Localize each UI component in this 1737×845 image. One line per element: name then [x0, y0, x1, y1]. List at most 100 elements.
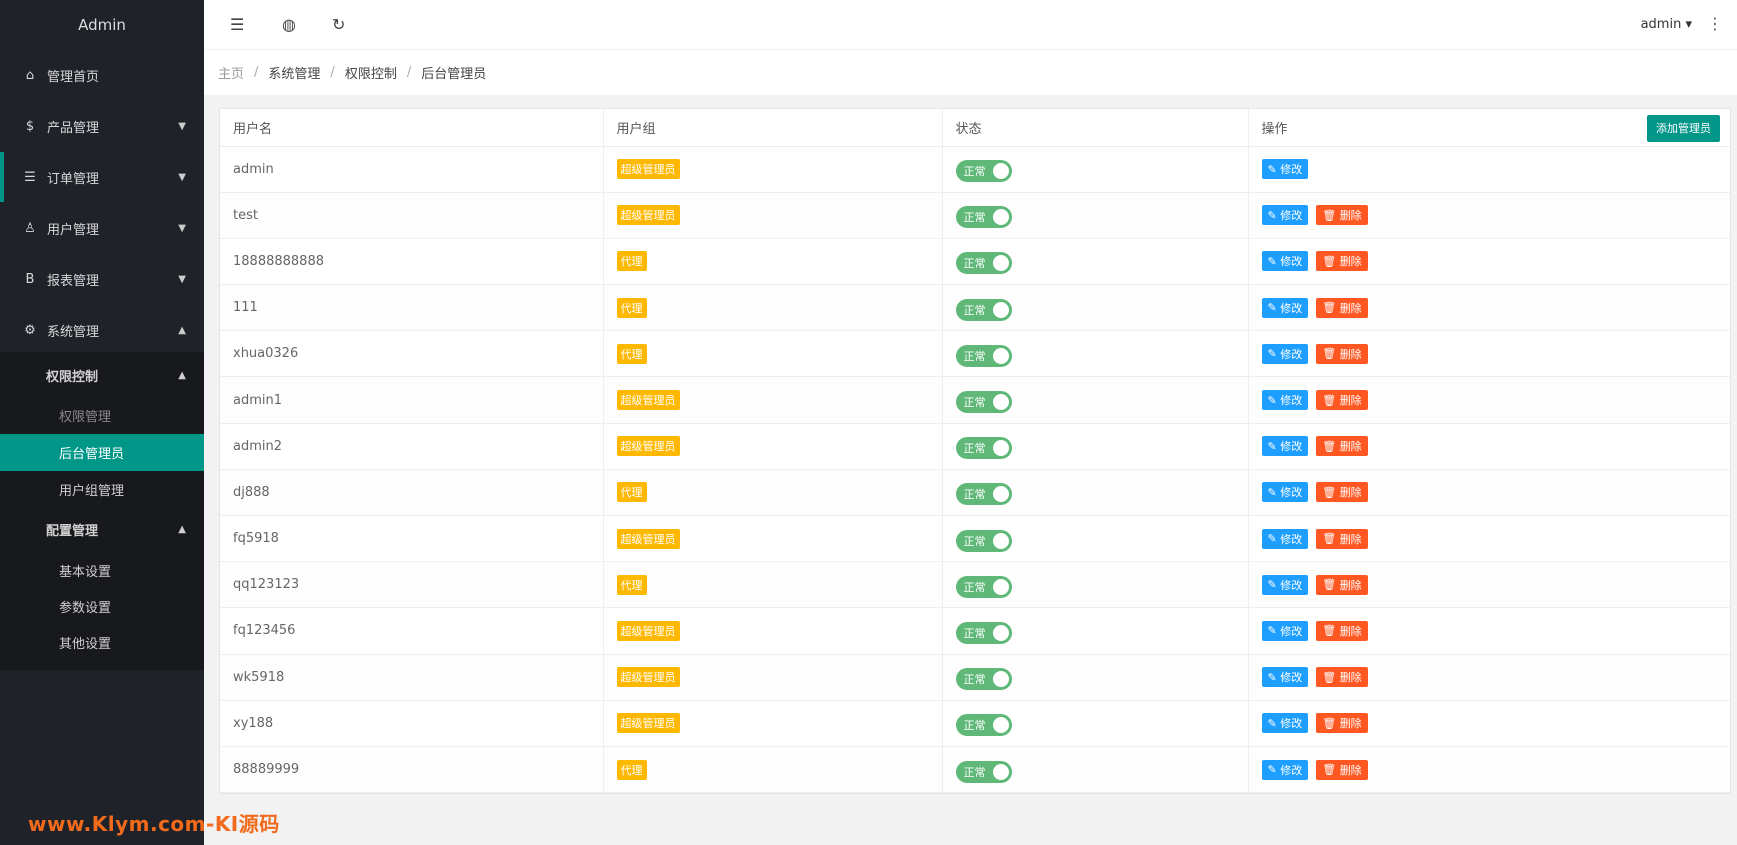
- group-badge: 代理: [616, 759, 647, 780]
- status-label: 正常: [963, 442, 986, 456]
- delete-button[interactable]: 🗑 删除: [1316, 343, 1368, 364]
- label: 配置管理: [46, 524, 99, 539]
- edit-button[interactable]: ✎ 修改: [1261, 343, 1309, 364]
- sidebar-item-basic-settings[interactable]: 基本设置: [59, 565, 112, 580]
- edit-button[interactable]: ✎ 修改: [1261, 667, 1309, 688]
- breadcrumb-home[interactable]: 主页: [218, 67, 245, 82]
- breadcrumb-system[interactable]: 系统管理: [268, 67, 321, 82]
- sidebar-item-admins[interactable]: 后台管理员: [0, 434, 204, 471]
- sidebar-item-config[interactable]: 配置管理 ▲: [0, 511, 204, 548]
- status-label: 正常: [963, 488, 986, 502]
- status-toggle[interactable]: 正常: [955, 206, 1012, 229]
- sidebar-item-3[interactable]: ♙ 用户管理 ▼: [0, 203, 204, 253]
- delete-button[interactable]: 🗑 删除: [1316, 759, 1368, 780]
- sidebar-item-0[interactable]: ⌂ 管理首页: [0, 50, 204, 100]
- sidebar-item-permission-control[interactable]: 权限控制 ▲: [0, 357, 204, 394]
- delete-button[interactable]: 🗑 删除: [1316, 528, 1368, 549]
- breadcrumb-permission[interactable]: 权限控制: [344, 67, 397, 82]
- sidebar-item-other-settings[interactable]: 其他设置: [59, 637, 112, 652]
- user-menu[interactable]: admin ▾: [1641, 17, 1692, 32]
- sidebar-item-usergroups[interactable]: 用户组管理: [59, 484, 125, 499]
- toggle-knob: [992, 163, 1009, 180]
- status-toggle[interactable]: 正常: [955, 252, 1012, 275]
- sidebar-item-1[interactable]: $ 产品管理 ▼: [0, 101, 204, 151]
- label: 修改: [1280, 671, 1303, 685]
- group-cell: 超级管理员: [603, 607, 943, 655]
- status-cell: 正常: [942, 238, 1249, 286]
- edit-button[interactable]: ✎ 修改: [1261, 436, 1309, 457]
- edit-button[interactable]: ✎ 修改: [1261, 713, 1309, 734]
- status-toggle[interactable]: 正常: [955, 391, 1012, 414]
- edit-button[interactable]: ✎ 修改: [1261, 482, 1309, 503]
- status-toggle[interactable]: 正常: [955, 160, 1012, 183]
- status-label: 正常: [963, 719, 986, 733]
- label: 修改: [1280, 394, 1303, 408]
- status-cell: 正常: [942, 561, 1249, 609]
- actions-cell: ✎ 修改 🗑 删除: [1248, 607, 1730, 655]
- edit-button[interactable]: ✎ 修改: [1261, 528, 1309, 549]
- status-toggle[interactable]: 正常: [955, 714, 1012, 737]
- delete-button[interactable]: 🗑 删除: [1316, 713, 1368, 734]
- status-toggle[interactable]: 正常: [955, 483, 1012, 506]
- edit-button[interactable]: ✎ 修改: [1261, 159, 1309, 180]
- actions-cell: ✎ 修改 🗑 删除: [1248, 238, 1730, 286]
- status-toggle[interactable]: 正常: [955, 298, 1012, 321]
- edit-button[interactable]: ✎ 修改: [1261, 620, 1309, 641]
- group-badge: 超级管理员: [616, 620, 680, 641]
- status-cell: 正常: [942, 515, 1249, 563]
- delete-button[interactable]: 🗑 删除: [1316, 482, 1368, 503]
- status-label: 正常: [963, 765, 986, 779]
- status-toggle[interactable]: 正常: [955, 529, 1012, 552]
- status-label: 正常: [963, 580, 986, 594]
- group-cell: 超级管理员: [603, 423, 943, 470]
- delete-button[interactable]: 🗑 删除: [1316, 297, 1368, 318]
- b-icon: B: [25, 271, 35, 287]
- delete-button[interactable]: 🗑 删除: [1316, 390, 1368, 411]
- label: 修改: [1280, 163, 1303, 177]
- add-admin-button[interactable]: 添加管理员: [1647, 115, 1720, 142]
- sidebar-item-label: 系统管理: [47, 324, 100, 340]
- status-toggle[interactable]: 正常: [955, 668, 1012, 691]
- trash-icon: 🗑: [1322, 254, 1340, 268]
- gear-icon: ⚙: [24, 322, 36, 338]
- sidebar-item-param-settings[interactable]: 参数设置: [59, 601, 112, 616]
- edit-button[interactable]: ✎ 修改: [1261, 574, 1309, 595]
- status-toggle[interactable]: 正常: [955, 437, 1012, 460]
- trash-icon: 🗑: [1322, 347, 1340, 361]
- status-toggle[interactable]: 正常: [955, 760, 1012, 783]
- delete-button[interactable]: 🗑 删除: [1316, 436, 1368, 457]
- status-toggle[interactable]: 正常: [955, 621, 1012, 644]
- status-toggle[interactable]: 正常: [955, 575, 1012, 598]
- more-icon[interactable]: ⋮: [1707, 14, 1723, 33]
- username-cell: admin1: [220, 376, 604, 424]
- group-badge: 代理: [616, 482, 647, 503]
- delete-button[interactable]: 🗑 删除: [1316, 251, 1368, 272]
- sidebar-item-2[interactable]: ☰ 订单管理 ▼: [0, 152, 204, 202]
- delete-button[interactable]: 🗑 删除: [1316, 667, 1368, 688]
- delete-button[interactable]: 🗑 删除: [1316, 205, 1368, 226]
- chevron-icon: ▼: [178, 171, 186, 183]
- group-cell: 代理: [603, 746, 943, 794]
- toggle-knob: [992, 394, 1009, 411]
- status-toggle[interactable]: 正常: [955, 344, 1012, 367]
- edit-button[interactable]: ✎ 修改: [1261, 759, 1309, 780]
- sidebar-item-hidden[interactable]: 权限管理: [59, 410, 112, 425]
- edit-button[interactable]: ✎ 修改: [1261, 390, 1309, 411]
- status-label: 正常: [963, 673, 986, 687]
- username-cell: xhua0326: [220, 330, 604, 378]
- group-badge: 超级管理员: [616, 713, 680, 734]
- delete-button[interactable]: 🗑 删除: [1316, 574, 1368, 595]
- edit-button[interactable]: ✎ 修改: [1261, 205, 1309, 226]
- edit-button[interactable]: ✎ 修改: [1261, 251, 1309, 272]
- status-cell: 正常: [942, 654, 1249, 701]
- label: 修改: [1280, 578, 1303, 592]
- trash-icon: 🗑: [1322, 763, 1340, 777]
- pencil-icon: ✎: [1267, 439, 1281, 453]
- delete-button[interactable]: 🗑 删除: [1316, 620, 1368, 641]
- refresh-icon[interactable]: ↻: [332, 15, 346, 34]
- globe-icon[interactable]: ◍: [282, 15, 296, 34]
- edit-button[interactable]: ✎ 修改: [1261, 297, 1309, 318]
- collapse-menu-icon[interactable]: ☰: [230, 15, 245, 34]
- sidebar-item-4[interactable]: B 报表管理 ▼: [0, 254, 204, 304]
- sidebar-item-5[interactable]: ⚙ 系统管理 ▲: [0, 305, 204, 355]
